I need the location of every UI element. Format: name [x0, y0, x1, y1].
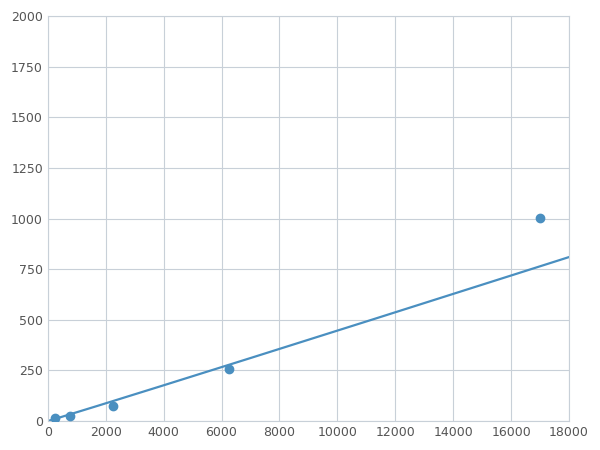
Point [108, 402, 118, 410]
Point [535, 214, 545, 221]
Point [50, 414, 60, 422]
Point [224, 366, 233, 373]
Point [65, 412, 74, 419]
